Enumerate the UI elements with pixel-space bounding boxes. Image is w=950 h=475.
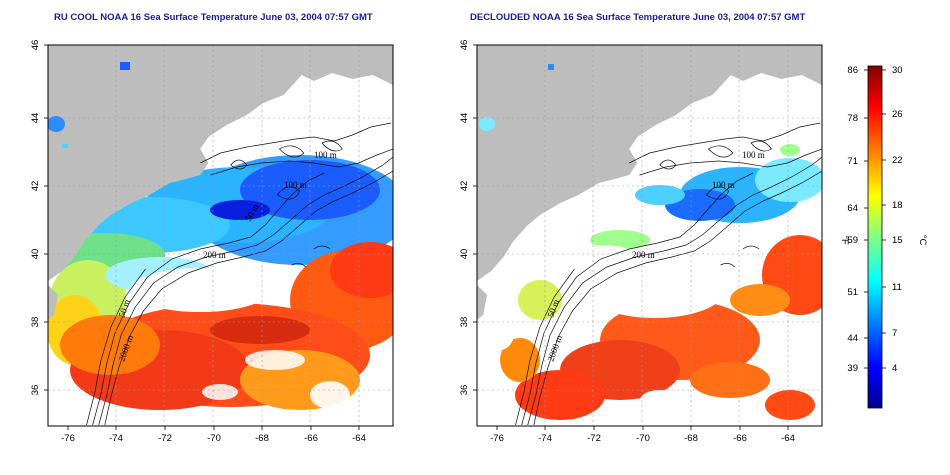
lat-tick-label: 44 [30, 113, 41, 124]
lon-tick-label: -74 [109, 433, 123, 444]
lon-tick-label: -76 [490, 433, 504, 444]
colorbar-f-label: 78 [847, 113, 858, 124]
lon-tick-label: -72 [158, 433, 172, 444]
axes-declouded: -76 -74 -72 -70 -68 -66 -64 36 38 40 42 44 46 [459, 40, 795, 444]
lon-tick-label: -74 [538, 433, 552, 444]
contour-label: 200 m [203, 250, 226, 260]
lon-tick-label: -70 [636, 433, 650, 444]
lon-tick-label: -64 [781, 433, 795, 444]
lon-tick-label: -66 [733, 433, 747, 444]
lat-tick-label: 46 [459, 40, 470, 51]
colorbar-ticks: 86 78 71 64 59 51 44 39 30 26 22 18 15 11 7 4 [847, 65, 902, 374]
contour-label: 100 m [712, 180, 735, 190]
colorbar-c-label: 18 [892, 200, 903, 211]
colorbar-c-label: 4 [892, 363, 897, 374]
colorbar-c-label: 11 [892, 282, 902, 293]
colorbar-f-label: 59 [847, 235, 858, 246]
lon-tick-label: -70 [207, 433, 221, 444]
map-title-declouded: DECLOUDED NOAA 16 Sea Surface Temperatur… [470, 12, 806, 23]
lon-tick-label: -72 [587, 433, 601, 444]
colorbar-c-label: 26 [892, 109, 903, 120]
lon-tick-label: -68 [255, 433, 269, 444]
contour-label: 100 m [314, 150, 337, 160]
lon-tick-label: -64 [352, 433, 366, 444]
colorbar-c-label: 22 [892, 155, 903, 166]
celsius-unit-label: °C [917, 235, 928, 246]
contour-label: 100 m [284, 180, 307, 190]
colorbar: 86 78 71 64 59 51 44 39 30 26 22 18 15 11 7 4 °F °C [839, 65, 928, 409]
map-frame-declouded [476, 44, 823, 427]
lat-tick-label: 36 [30, 385, 41, 396]
lat-tick-label: 44 [459, 113, 470, 124]
colorbar-f-label: 51 [847, 287, 858, 298]
colorbar-f-label: 86 [847, 65, 858, 76]
colorbar-f-label: 39 [847, 363, 858, 374]
map-frame-raw [47, 44, 394, 427]
contour-label: 100 m [742, 150, 765, 160]
map-panel-declouded: 100 m 100 m 200 m 50 m 2000 m -76 -74 -72-… [459, 40, 823, 444]
lon-tick-label: -68 [684, 433, 698, 444]
colorbar-c-label: 15 [892, 235, 903, 246]
lat-tick-label: 42 [459, 181, 470, 192]
lon-tick-label: -66 [304, 433, 318, 444]
colorbar-c-label: 30 [892, 65, 903, 76]
lon-tick-label: -76 [61, 433, 75, 444]
colorbar-f-label: 64 [847, 203, 858, 214]
map-title-raw: RU COOL NOAA 16 Sea Surface Temperature … [54, 12, 373, 23]
lat-tick-label: 38 [30, 317, 41, 328]
sst-field-raw [48, 45, 393, 426]
lat-tick-label: 40 [30, 249, 41, 260]
axes-raw: -76 -74 -72 -70 -68 -66 -64 36 38 40 42 44 46 [30, 40, 366, 444]
colorbar-gradient [867, 65, 883, 409]
colorbar-f-label: 44 [847, 333, 858, 344]
lat-tick-label: 46 [30, 40, 41, 51]
lat-tick-label: 42 [30, 181, 41, 192]
colorbar-c-label: 7 [892, 328, 897, 339]
contour-label: 200 m [632, 250, 655, 260]
lat-tick-label: 38 [459, 317, 470, 328]
fahrenheit-unit-label: °F [839, 235, 850, 245]
lat-tick-label: 40 [459, 249, 470, 260]
lat-tick-label: 36 [459, 385, 470, 396]
map-panel-raw: 100 m 100 m 50 m 200 m 50 m 2000 m -76 -7… [30, 40, 394, 444]
sst-field-declouded [477, 45, 822, 426]
colorbar-f-label: 71 [847, 156, 858, 167]
